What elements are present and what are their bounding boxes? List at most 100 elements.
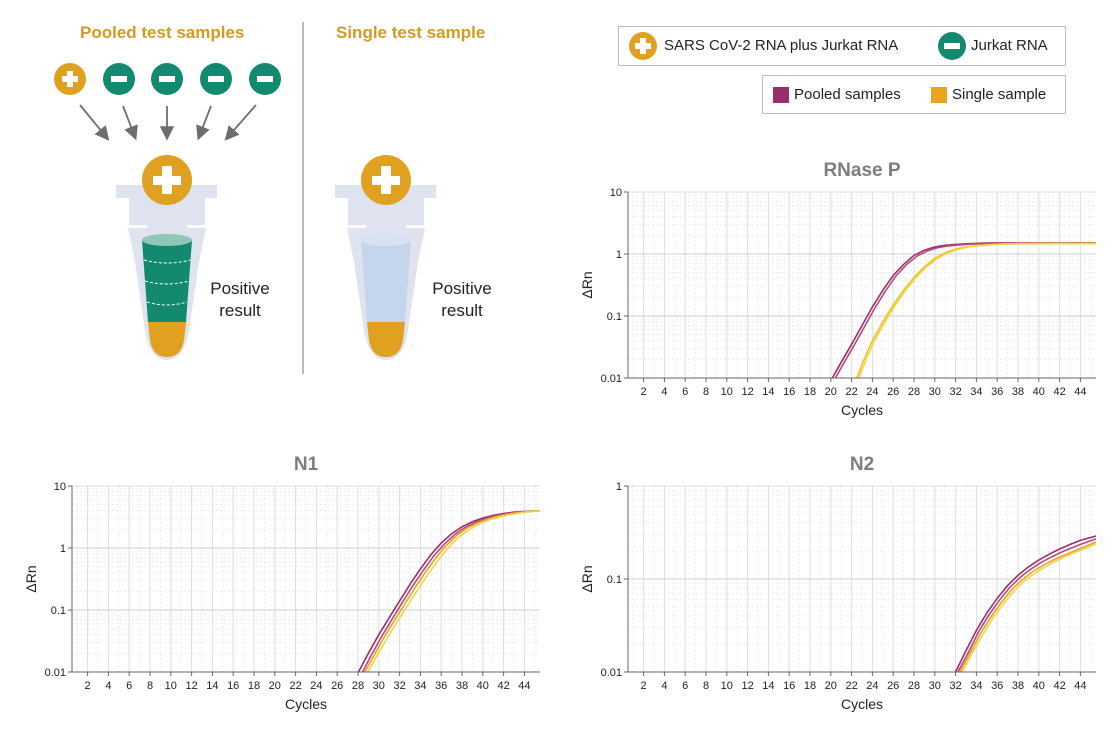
x-tick-label: 20 [825, 680, 837, 692]
x-tick-label: 20 [825, 386, 837, 398]
x-tick-label: 4 [661, 386, 667, 398]
x-tick-label: 2 [641, 680, 647, 692]
x-tick-label: 2 [641, 386, 647, 398]
chart-title-rnasep: RNase P [823, 160, 901, 181]
single-result-line2: result [441, 301, 483, 320]
x-tick-label: 44 [518, 680, 530, 692]
chart-title-n2: N2 [849, 454, 875, 475]
x-tick-label: 30 [373, 680, 385, 692]
x-tick-label: 22 [845, 386, 857, 398]
series-legend: Pooled samples Single sample [762, 75, 1066, 114]
x-tick-label: 24 [866, 680, 878, 692]
x-tick-label: 44 [1074, 386, 1086, 398]
negative-legend-label: Jurkat RNA [971, 37, 1048, 54]
single-legend-swatch [931, 87, 947, 103]
x-tick-label: 28 [352, 680, 364, 692]
pooled-tube [116, 185, 217, 360]
single-result-line1: Positive [432, 279, 492, 298]
series-line-1 [357, 509, 540, 672]
y-tick-label: 0.01 [601, 667, 622, 679]
x-axis-label: Cycles [841, 696, 883, 712]
x-tick-label: 6 [126, 680, 132, 692]
single-tube [335, 185, 436, 360]
pooling-arrows [79, 104, 257, 141]
x-tick-label: 40 [1033, 680, 1045, 692]
single-positive-icon [361, 155, 411, 205]
x-tick-label: 40 [1033, 386, 1045, 398]
series-line-4 [961, 542, 1096, 672]
x-tick-label: 34 [970, 680, 982, 692]
x-tick-label: 38 [1012, 680, 1024, 692]
x-tick-label: 28 [908, 680, 920, 692]
x-tick-label: 6 [682, 680, 688, 692]
x-tick-label: 18 [804, 680, 816, 692]
y-tick-label: 0.01 [601, 373, 622, 385]
pooled-positive-icon [142, 155, 192, 205]
x-tick-label: 28 [908, 386, 920, 398]
x-tick-label: 18 [248, 680, 260, 692]
series-line-4 [366, 510, 540, 672]
x-tick-label: 36 [991, 386, 1003, 398]
pooled-result-line2: result [219, 301, 261, 320]
x-tick-label: 14 [206, 680, 218, 692]
x-tick-label: 14 [762, 386, 774, 398]
series-line-2 [956, 538, 1096, 672]
series-line-3 [959, 541, 1096, 672]
single-result-text: Positive result [422, 278, 502, 322]
y-tick-label: 0.1 [607, 311, 622, 323]
x-tick-label: 42 [1053, 386, 1065, 398]
x-tick-label: 12 [185, 680, 197, 692]
x-tick-label: 32 [393, 680, 405, 692]
x-tick-label: 42 [1053, 680, 1065, 692]
x-tick-label: 18 [804, 386, 816, 398]
x-tick-label: 12 [741, 680, 753, 692]
x-tick-label: 8 [703, 680, 709, 692]
y-tick-label: 0.1 [51, 605, 66, 617]
positive-sample-icon [54, 63, 86, 95]
positive-legend-label: SARS CoV-2 RNA plus Jurkat RNA [664, 37, 899, 54]
x-tick-label: 26 [887, 386, 899, 398]
x-tick-label: 22 [289, 680, 301, 692]
x-tick-label: 10 [721, 386, 733, 398]
x-tick-label: 16 [227, 680, 239, 692]
series-line-3 [363, 510, 540, 672]
y-axis-label: ΔRn [23, 565, 39, 592]
pooled-result-text: Positive result [200, 278, 280, 322]
x-tick-label: 8 [147, 680, 153, 692]
chart-title-n1: N1 [293, 454, 319, 475]
x-tick-label: 20 [269, 680, 281, 692]
pooled-legend-label: Pooled samples [794, 86, 901, 103]
x-tick-label: 40 [477, 680, 489, 692]
x-tick-label: 34 [414, 680, 426, 692]
negative-sample-icon [249, 63, 281, 95]
y-tick-label: 10 [54, 481, 66, 493]
x-tick-label: 4 [105, 680, 111, 692]
x-tick-label: 24 [310, 680, 322, 692]
x-tick-label: 10 [721, 680, 733, 692]
chart-rnasep: 2 4 6 8 10 12 14 16 18 20 22 24 26 28 30 32 34 36 38 40 42 44… [579, 187, 1096, 418]
x-tick-label: 8 [703, 386, 709, 398]
single-heading: Single test sample [336, 23, 486, 42]
sample-diagram [54, 63, 436, 360]
chart-n2: 2 4 6 8 10 12 14 16 18 20 22 24 26 28 30 32 34 36 38 40 42 44… [579, 481, 1096, 712]
x-tick-label: 32 [949, 680, 961, 692]
x-tick-label: 42 [497, 680, 509, 692]
y-axis-label: ΔRn [579, 271, 595, 298]
sample-legend: SARS CoV-2 RNA plus Jurkat RNA Jurkat RN… [618, 26, 1066, 66]
x-tick-label: 4 [661, 680, 667, 692]
x-axis-label: Cycles [841, 402, 883, 418]
x-tick-label: 36 [435, 680, 447, 692]
x-tick-label: 38 [456, 680, 468, 692]
x-tick-label: 36 [991, 680, 1003, 692]
x-tick-label: 26 [331, 680, 343, 692]
x-tick-label: 12 [741, 386, 753, 398]
chart-n1: 2 4 6 8 10 12 14 16 18 20 22 24 26 28 30 32 34 36 38 40 42 44… [23, 481, 540, 712]
x-tick-label: 38 [1012, 386, 1024, 398]
x-tick-label: 30 [929, 680, 941, 692]
positive-legend-icon [629, 32, 657, 60]
series-line-1 [954, 535, 1096, 672]
x-tick-label: 6 [682, 386, 688, 398]
single-legend-label: Single sample [952, 86, 1047, 103]
negative-sample-icon [103, 63, 135, 95]
x-tick-label: 14 [762, 680, 774, 692]
